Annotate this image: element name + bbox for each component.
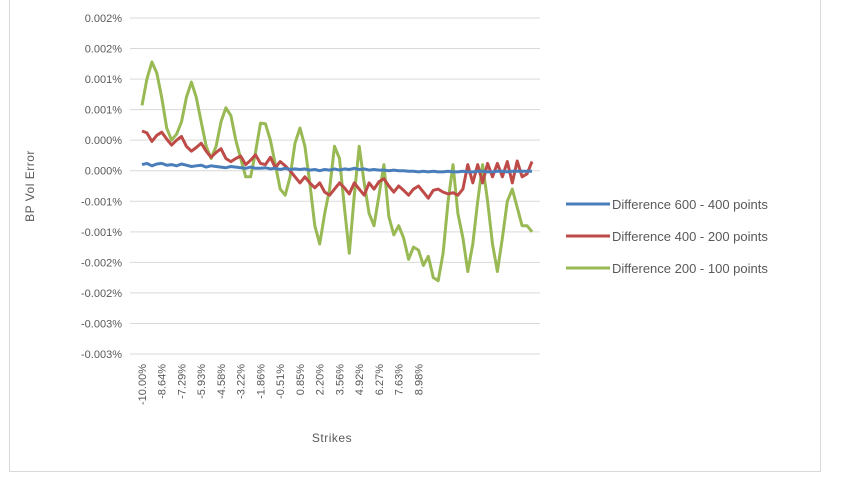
series-line-2 (141, 129, 534, 200)
y-axis-tick-labels: 0.002% 0.002% 0.001% 0.001% 0.000% 0.000% -0.0… (81, 13, 122, 361)
y-tick-label: 0.002% (85, 44, 123, 56)
series-line-3 (140, 60, 534, 283)
y-tick-label: -0.001% (81, 227, 122, 239)
x-tick-label: -1.86% (255, 364, 267, 399)
legend-label: Difference 600 - 400 points (612, 197, 768, 212)
x-tick-label: 3.56% (334, 364, 346, 395)
x-tick-label: 4.92% (354, 364, 366, 395)
x-tick-label: -5.93% (196, 364, 208, 399)
series-line-1 (141, 161, 532, 174)
legend-label: Difference 400 - 200 points (612, 229, 768, 244)
x-tick-label: -0.51% (275, 364, 287, 399)
x-tick-label: 6.27% (374, 364, 386, 395)
y-tick-label: -0.003% (81, 318, 122, 330)
y-tick-label: 0.000% (85, 135, 123, 147)
y-tick-label: -0.002% (81, 288, 122, 300)
y-tick-label: 0.002% (85, 13, 123, 25)
x-tick-label: -3.22% (236, 364, 248, 399)
x-tick-label: 0.85% (295, 364, 307, 395)
chart-frame (9, 0, 821, 472)
gridlines (130, 17, 540, 355)
x-axis-title: Strikes (312, 431, 352, 445)
x-tick-label: -7.29% (176, 364, 188, 399)
legend: Difference 600 - 400 points Difference 40… (566, 197, 768, 276)
legend-label: Difference 200 - 100 points (612, 261, 768, 276)
y-tick-label: -0.002% (81, 257, 122, 269)
x-tick-label: -4.58% (216, 364, 228, 399)
x-tick-label: 2.20% (315, 364, 327, 395)
y-tick-label: 0.001% (85, 74, 123, 86)
x-tick-label: -8.64% (157, 364, 169, 399)
y-tick-label: 0.001% (85, 105, 123, 117)
x-tick-label: 7.63% (394, 364, 406, 395)
x-tick-label: 8.98% (413, 364, 425, 395)
y-axis-title: BP Vol Error (23, 150, 37, 222)
y-tick-label: -0.001% (81, 196, 122, 208)
x-tick-label: -10.00% (137, 364, 149, 405)
y-tick-label: 0.000% (85, 166, 123, 178)
y-tick-label: -0.003% (81, 349, 122, 361)
series-lines (140, 60, 534, 283)
x-axis-tick-labels: -10.00% -8.64% -7.29% -5.93% -4.58% -3.22% -1.… (137, 364, 425, 405)
